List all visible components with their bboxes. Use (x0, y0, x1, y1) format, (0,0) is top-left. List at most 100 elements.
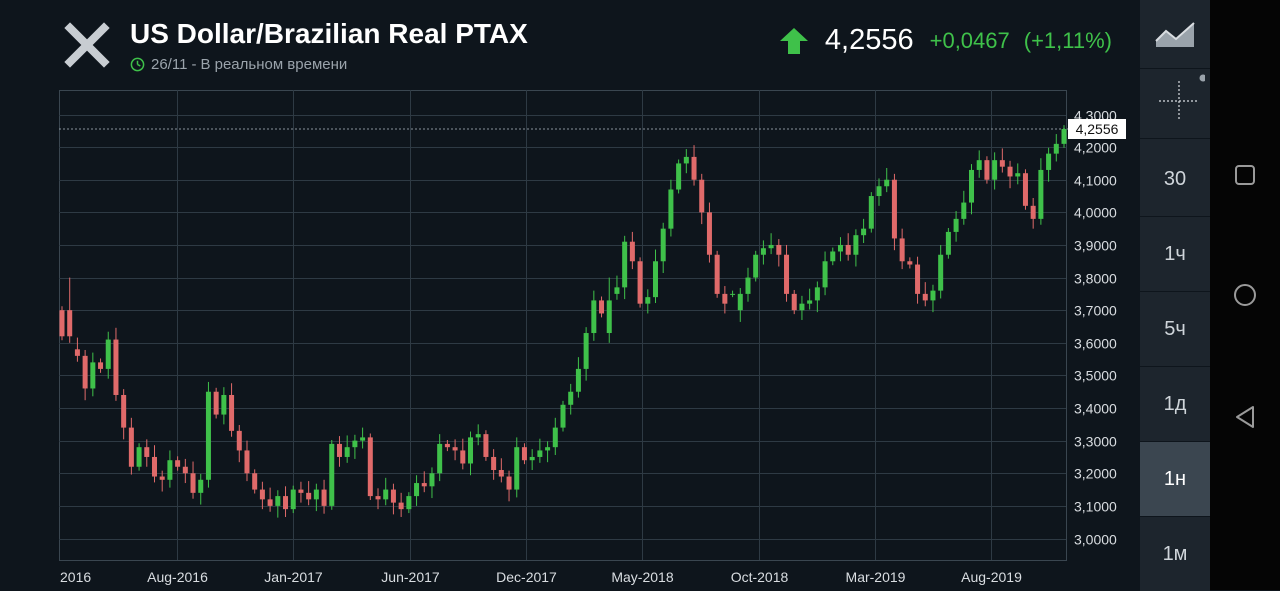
candle-body (560, 404, 566, 428)
crosshair-button[interactable] (1140, 69, 1210, 137)
candle-body (799, 303, 805, 311)
y-tick-label: 3,0000 (1074, 532, 1117, 548)
candle-body (1030, 205, 1036, 219)
candle-body (290, 489, 296, 510)
candle-body (360, 437, 366, 441)
candle-body (760, 248, 766, 255)
candle-body (306, 492, 312, 500)
back-button[interactable] (1230, 402, 1260, 432)
x-tick-label: Jan-2017 (264, 569, 323, 585)
candle-body (622, 241, 628, 288)
y-tick-label: 3,3000 (1074, 434, 1117, 450)
candle-body (167, 460, 173, 480)
candle-body (583, 333, 589, 369)
candle-body (552, 427, 558, 448)
candle-body (491, 456, 497, 471)
candle-body (683, 156, 689, 164)
candle-body (390, 489, 396, 503)
candle-body (321, 489, 327, 506)
timeframe-1d[interactable]: 1д (1140, 367, 1210, 441)
candle-body (945, 231, 951, 255)
candle-body (575, 368, 581, 392)
candle-body (498, 470, 504, 477)
candle-body (1022, 173, 1028, 206)
candle-body (275, 496, 281, 506)
timeframe-1m[interactable]: 1м (1140, 517, 1210, 591)
x-tick-label: Aug-2016 (147, 569, 208, 585)
candle-body (1053, 143, 1059, 154)
candle-body (853, 235, 859, 255)
timeframe-1w[interactable]: 1н (1140, 442, 1210, 516)
candle-body (784, 254, 790, 294)
candle-body (706, 212, 712, 255)
candle-body (105, 339, 111, 369)
candle-body (591, 300, 597, 334)
candle-body (791, 293, 797, 311)
candle-body (121, 394, 127, 428)
candle-body (568, 391, 574, 405)
candle-body (999, 160, 1005, 167)
candle-body (768, 244, 774, 249)
candle-body (437, 443, 443, 474)
candle-body (483, 434, 489, 457)
candle-body (668, 189, 674, 229)
candle-body (984, 160, 990, 180)
candle-body (313, 489, 319, 500)
candle-body (59, 310, 65, 337)
candle-body (876, 186, 882, 197)
arrow-up-icon (779, 27, 808, 54)
timeframe-1h[interactable]: 1ч (1140, 217, 1210, 291)
close-button[interactable] (62, 20, 112, 70)
candle-body (182, 466, 188, 474)
candle-body (606, 300, 612, 334)
area-chart-icon (1155, 22, 1195, 47)
y-tick-label: 3,1000 (1074, 499, 1117, 515)
x-tick-label: Aug-2019 (961, 569, 1022, 585)
clock-icon (130, 57, 145, 72)
candle-body (344, 447, 350, 457)
candle-body (398, 502, 404, 510)
candle-body (969, 169, 975, 203)
close-icon (64, 22, 110, 68)
toolbar-divider (1140, 366, 1210, 367)
price-chart[interactable]: 4,30004,20004,10004,00003,90003,80003,70… (0, 0, 1140, 590)
candle-body (74, 349, 80, 356)
toolbar-divider (1140, 441, 1210, 442)
candle-body (421, 483, 427, 487)
quote-separator: - (191, 56, 197, 73)
toolbar-divider (1140, 68, 1210, 69)
y-tick-label: 3,2000 (1074, 466, 1117, 482)
candle-body (907, 261, 913, 265)
android-nav-bar (1210, 0, 1280, 590)
realtime-label: В реальном времени (200, 56, 348, 73)
candle-body (259, 489, 265, 500)
candle-body (637, 261, 643, 304)
candle-body (414, 483, 420, 497)
timeframe-5h[interactable]: 5ч (1140, 292, 1210, 366)
candle-body (205, 391, 211, 480)
chart-type-button[interactable] (1140, 0, 1210, 68)
candle-body (652, 261, 658, 298)
timeframe-30[interactable]: 30 (1140, 142, 1210, 216)
candle-body (899, 238, 905, 262)
candle-body (660, 228, 666, 262)
candle-body (452, 447, 458, 451)
last-price-tag (1068, 119, 1126, 139)
candle-body (545, 447, 551, 451)
timeframe-label: 5ч (1164, 317, 1186, 340)
recent-apps-button[interactable] (1230, 160, 1260, 190)
candle-body (537, 450, 543, 457)
candle-body (953, 218, 959, 232)
x-tick-label: Jun-2017 (381, 569, 440, 585)
candle-body (614, 287, 620, 294)
candle-body (691, 156, 697, 180)
candle-body (151, 456, 157, 477)
plot-frame (59, 90, 1067, 561)
home-button[interactable] (1230, 280, 1260, 310)
y-tick-label: 4,1000 (1074, 173, 1117, 189)
candle-body (175, 460, 181, 467)
toolbar-divider (1140, 291, 1210, 292)
candle-body (629, 241, 635, 262)
timeframe-label: 1ч (1164, 242, 1186, 265)
x-tick-label: Oct-2018 (731, 569, 789, 585)
